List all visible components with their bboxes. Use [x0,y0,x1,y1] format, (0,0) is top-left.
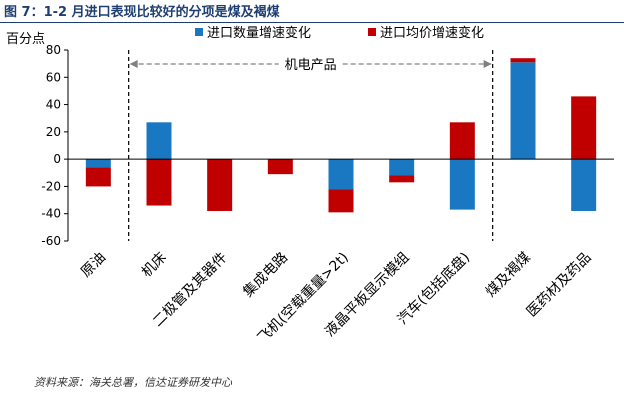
bar-quantity [571,159,597,211]
y-tick-label: 80 [46,43,61,57]
bar-price [389,175,415,183]
legend-swatch [368,28,376,36]
y-tick-label: 20 [46,125,61,139]
x-tick-label: 集成电路 [240,249,292,301]
bar-price [146,159,172,206]
title-rule [0,22,624,23]
x-tick-label: 原油 [78,250,109,281]
bar-price [571,96,597,160]
y-tick-label: -40 [41,207,61,221]
bar-price [449,122,475,160]
bar-quantity [510,62,536,160]
y-axis-label: 百分点 [6,32,45,47]
bar-price [85,167,111,187]
bar-quantity [146,122,172,160]
y-tick-label: 40 [46,98,61,112]
bar-quantity [328,159,354,190]
bar-price [328,189,354,213]
bar-quantity [389,159,415,176]
source-note: 资料来源：海关总署，信达证券研发中心 [34,376,232,389]
bar-price [267,159,293,175]
figure-title: 图 7：1-2 月进口表现比较好的分项是煤及褐煤 [4,5,280,20]
y-tick-label: 0 [53,152,61,166]
x-tick-label: 煤及褐煤 [483,250,534,301]
legend-label: 进口均价增速变化 [380,25,484,41]
bar-quantity [449,159,475,210]
group-arrow-head-right [483,60,492,68]
legend-swatch [195,28,203,36]
y-tick-label: -60 [41,234,61,248]
bar-price [510,58,536,63]
bar-price [207,159,233,211]
legend-label: 进口数量增速变化 [207,25,311,41]
bar-quantity [85,159,111,168]
y-tick-label: 60 [46,70,61,84]
y-tick-label: -20 [41,179,61,193]
group-arrow-head-left [129,60,138,68]
x-tick-label: 机床 [139,250,170,281]
group-annotation-label: 机电产品 [285,58,337,73]
x-tick-label: 医药材及药品 [524,250,595,321]
